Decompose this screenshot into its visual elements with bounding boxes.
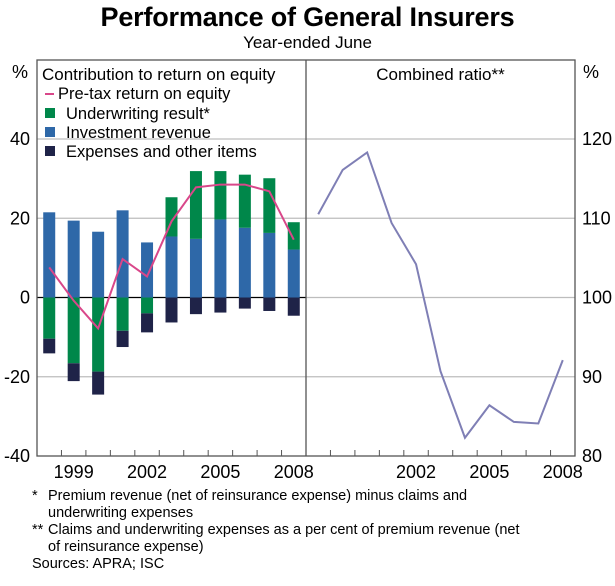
bar-investment-2008 [287,249,300,298]
bar-underwriting-2004 [189,171,202,239]
legend-label: Investment revenue [66,124,211,142]
ytick-label-right: 90 [582,367,602,387]
footnote-2: ** Claims and underwriting expenses as a… [32,522,612,539]
bar-expenses-2004 [189,297,202,315]
xtick-label-left: 2008 [274,462,314,482]
footnote-2-text: Claims and underwriting expenses as a pe… [48,522,520,538]
ytick-label-right: 80 [582,446,602,466]
bar-investment-2003 [165,236,178,298]
bar-expenses-2000 [92,371,105,395]
bar-expenses-2005 [214,297,227,313]
bar-investment-1999 [67,220,80,298]
footnote-1-cont: underwriting expenses [32,505,612,522]
bar-investment-1998 [43,212,56,298]
bar-underwriting-2002 [141,297,154,314]
footnote-2-text-2: of reinsurance expense) [48,539,204,555]
bar-underwriting-2001 [116,297,129,331]
ylabel-right: % [583,62,599,82]
legend-label: Expenses and other items [66,143,257,161]
line-combined-ratio [317,150,564,440]
xtick-label-right: 2005 [469,462,509,482]
bar-investment-2002 [141,242,154,298]
panel-title-left: Contribution to return on equity [42,65,276,84]
sources-text: Sources: APRA; ISC [32,556,165,572]
footnote-2-mark: ** [32,522,44,538]
bar-underwriting-2006 [238,174,251,228]
bar-expenses-2007 [263,297,276,311]
ytick-label-left: 0 [20,288,30,308]
ytick-label-left: 20 [10,208,30,228]
legend-swatch-underwriting [45,108,55,118]
footnote-1: * Premium revenue (net of reinsurance ex… [32,488,612,505]
ytick-label-right: 120 [582,129,612,149]
bar-investment-2007 [263,232,276,298]
lines [48,150,564,440]
bar-expenses-2003 [165,297,178,323]
bar-investment-2004 [189,238,202,298]
legend-label: Pre-tax return on equity [58,85,231,103]
bar-underwriting-2007 [263,178,276,233]
bar-investment-2000 [92,231,105,298]
chart-title: Performance of General Insurers [100,2,515,32]
footnote-1-text-2: underwriting expenses [48,505,194,521]
ytick-label-right: 100 [582,288,612,308]
bar-expenses-1999 [67,363,80,382]
axis-labels: -40 -20 0 20 40 80 90 100 110 120% % 1999 2002 2005 20… [4,62,612,482]
bar-expenses-2006 [238,297,251,309]
xtick-label-right: 2008 [543,462,583,482]
footnote-1-text: Premium revenue (net of reinsurance expe… [48,488,468,504]
bar-expenses-2001 [116,330,129,348]
bar-underwriting-1999 [67,297,80,364]
legend-swatch-investment [45,127,55,137]
xtick-label-left: 2005 [200,462,240,482]
bar-underwriting-1998 [43,297,56,339]
bar-investment-2005 [214,219,227,298]
ylabel-left: % [12,62,28,82]
legend-swatch-expenses [45,146,55,156]
footnote-1-mark: * [32,488,38,504]
footnotes: * Premium revenue (net of reinsurance ex… [32,488,612,573]
xtick-label-left: 1999 [54,462,94,482]
bar-expenses-2008 [287,297,300,316]
bar-investment-2001 [116,210,129,298]
xtick-label-right: 2002 [396,462,436,482]
legend-label: Underwriting result* [66,105,211,123]
xtick-label-left: 2002 [127,462,167,482]
bar-expenses-1998 [43,338,56,354]
sources: Sources: APRA; ISC [32,556,612,573]
bar-expenses-2002 [141,313,154,333]
chart-subtitle: Year-ended June [243,33,372,52]
ytick-label-left: -20 [4,367,30,387]
bars [43,171,300,395]
panel-title-right: Combined ratio** [376,65,505,84]
legend: Pre-tax return on equity Underwriting res… [45,85,257,161]
bar-underwriting-2000 [92,297,105,372]
bar-investment-2006 [238,227,251,298]
footnote-2-cont: of reinsurance expense) [32,539,612,556]
ytick-label-left: -40 [4,446,30,466]
ytick-label-right: 110 [582,208,611,228]
bar-underwriting-2005 [214,171,227,220]
bar-underwriting-2008 [287,222,300,250]
axes [36,59,576,457]
ytick-label-left: 40 [10,129,30,149]
